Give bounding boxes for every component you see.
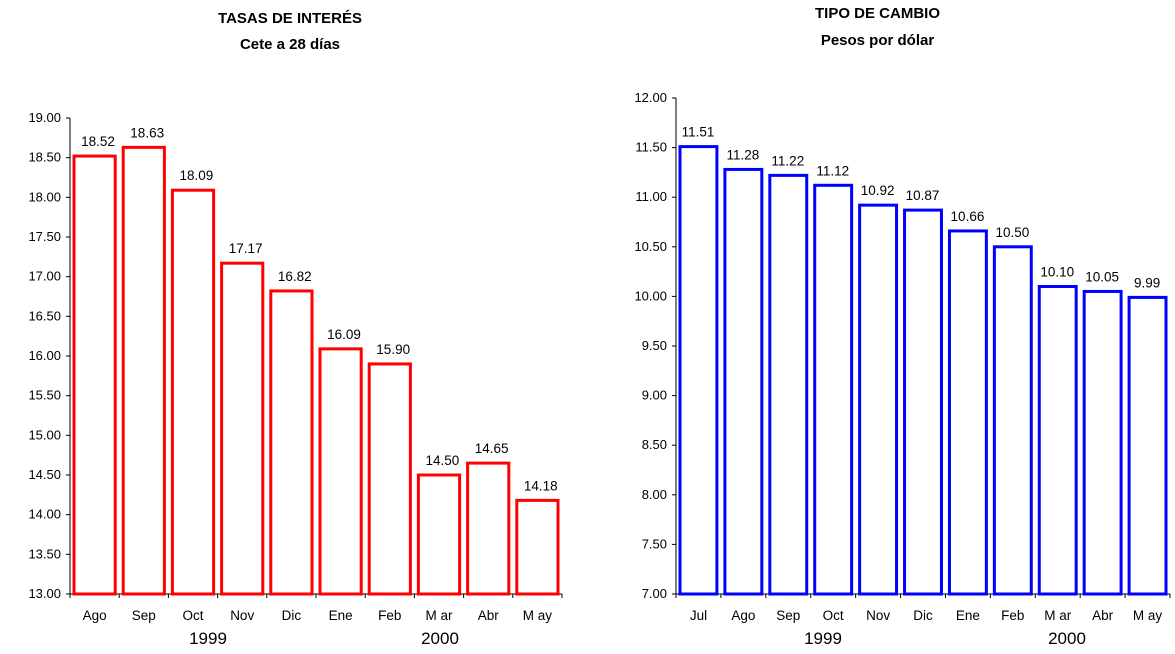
y-tick-label: 15.00 — [28, 427, 61, 442]
bar — [1082, 289, 1123, 596]
data-label: 18.63 — [130, 125, 164, 140]
bar — [992, 245, 1033, 596]
x-tick-label: Oct — [823, 608, 844, 623]
x-tick-label: M ay — [523, 608, 553, 623]
x-tick-label: Dic — [282, 608, 302, 623]
bar — [170, 188, 216, 596]
year-label: 1999 — [804, 629, 842, 648]
y-tick-label: 13.50 — [28, 546, 61, 561]
y-tick-label: 13.00 — [28, 586, 61, 601]
data-label: 17.17 — [229, 241, 263, 256]
y-tick-label: 10.50 — [634, 239, 667, 254]
y-tick-label: 10.00 — [634, 288, 667, 303]
data-label: 10.66 — [951, 209, 985, 224]
data-label: 11.22 — [771, 153, 804, 168]
y-tick-label: 18.00 — [28, 189, 61, 204]
x-tick-label: Sep — [132, 608, 156, 623]
chart-tasas-de-interes: TASAS DE INTERÉS Cete a 28 días 13.00 13.… — [0, 0, 580, 654]
bar — [678, 145, 719, 596]
data-label: 9.99 — [1134, 275, 1160, 290]
x-tick-label: Nov — [866, 608, 890, 623]
x-tick-label: Feb — [1001, 608, 1024, 623]
bar — [72, 154, 117, 596]
year-label: 2000 — [1048, 629, 1086, 648]
y-tick-label: 18.50 — [28, 150, 61, 165]
x-tick-label: Ene — [956, 608, 980, 623]
data-label: 11.51 — [682, 125, 715, 140]
year-label: 1999 — [189, 629, 227, 648]
chart-title: TASAS DE INTERÉS — [218, 10, 362, 27]
data-label: 11.28 — [727, 147, 760, 162]
data-label: 14.65 — [475, 441, 509, 456]
data-label: 10.05 — [1085, 269, 1119, 284]
y-tick-label: 19.00 — [28, 110, 61, 125]
data-label: 14.18 — [524, 478, 558, 493]
y-tick-label: 16.50 — [28, 308, 61, 323]
data-label: 10.50 — [995, 225, 1029, 240]
x-tick-label: Oct — [182, 608, 203, 623]
bar — [813, 183, 854, 596]
x-tick-label: Dic — [913, 608, 933, 623]
y-tick-label: 11.50 — [635, 140, 667, 155]
y-tick-label: 17.50 — [28, 229, 61, 244]
y-tick-label: 9.00 — [642, 388, 667, 403]
x-tick-label: Abr — [1092, 608, 1114, 623]
x-tick-label: Ago — [83, 608, 107, 623]
y-tick-label: 12.00 — [634, 90, 667, 105]
bar — [903, 208, 943, 596]
x-tick-label: M ar — [1044, 608, 1072, 623]
y-tick-label: 14.00 — [28, 507, 61, 522]
x-tick-label: Sep — [776, 608, 800, 623]
data-label: 14.50 — [426, 453, 460, 468]
x-tick-label: Ago — [731, 608, 755, 623]
y-tick-label: 7.50 — [642, 536, 667, 551]
bar — [466, 461, 511, 596]
data-label: 18.09 — [180, 168, 214, 183]
y-tick-label: 9.50 — [642, 338, 667, 353]
bar-chart-svg: 7.00 7.50 8.00 8.50 9.00 9.50 10.00 10.50 11.00 1… — [634, 90, 1171, 648]
data-label: 16.09 — [327, 327, 361, 342]
x-tick-label: Jul — [690, 608, 707, 623]
y-tick-label: 16.00 — [28, 348, 61, 363]
y-tick-label: 8.00 — [642, 487, 667, 502]
y-tick-label: 7.00 — [642, 586, 667, 601]
chart-tipo-de-cambio: TIPO DE CAMBIO Pesos por dólar 7.00 7.50 8… — [580, 0, 1175, 654]
bar — [858, 203, 899, 596]
bar — [367, 362, 412, 596]
x-tick-label: M ar — [426, 608, 454, 623]
x-tick-label: Nov — [230, 608, 254, 623]
data-label: 15.90 — [376, 342, 410, 357]
bar — [269, 289, 314, 596]
bar — [220, 261, 265, 596]
bar — [1127, 295, 1168, 596]
y-tick-label: 17.00 — [28, 269, 61, 284]
data-label: 11.12 — [816, 163, 849, 178]
year-label: 2000 — [421, 629, 459, 648]
bar — [318, 347, 363, 596]
x-tick-label: Abr — [478, 608, 500, 623]
bar — [947, 229, 988, 596]
x-tick-label: Ene — [329, 608, 353, 623]
x-tick-label: Feb — [378, 608, 401, 623]
y-tick-label: 14.50 — [28, 467, 61, 482]
data-label: 10.92 — [861, 183, 895, 198]
y-tick-label: 15.50 — [28, 388, 61, 403]
data-label: 10.10 — [1040, 264, 1074, 279]
y-tick-label: 8.50 — [642, 437, 667, 452]
data-label: 18.52 — [81, 134, 115, 149]
chart-title: TIPO DE CAMBIO — [814, 5, 940, 22]
bar — [416, 473, 462, 596]
chart-subtitle: Pesos por dólar — [820, 32, 935, 49]
bar — [1037, 284, 1078, 596]
bar — [121, 145, 166, 596]
bar — [768, 173, 809, 596]
chart-subtitle: Cete a 28 días — [239, 36, 341, 53]
data-label: 16.82 — [278, 269, 312, 284]
bar — [515, 498, 560, 596]
bar-chart-svg: 13.00 13.50 14.00 14.50 15.00 15.50 16.00 16.50… — [28, 110, 563, 648]
y-tick-label: 11.00 — [635, 189, 667, 204]
data-label: 10.87 — [906, 188, 940, 203]
x-tick-label: M ay — [1133, 608, 1163, 623]
bar — [723, 167, 764, 596]
